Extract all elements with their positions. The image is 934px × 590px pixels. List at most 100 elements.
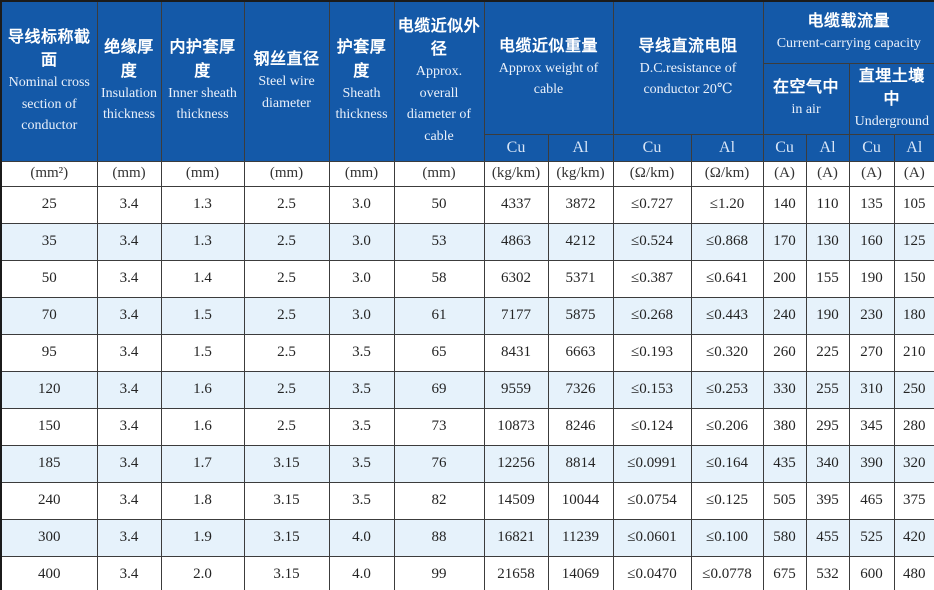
table-row: 25 3.4 1.3 2.5 3.0 50 4337 3872 ≤0.727 ≤1.20 140 11… [0, 185, 934, 224]
unit-cell: (Ω/km) [690, 160, 764, 187]
cell: ≤0.153 [612, 370, 692, 409]
cell: 5875 [547, 296, 614, 335]
cell: 330 [762, 370, 807, 409]
cell: 1.6 [160, 370, 245, 409]
cell: 2.5 [243, 222, 330, 261]
cell: 480 [893, 555, 934, 590]
cell: ≤0.320 [690, 333, 764, 372]
unit-cell: (Ω/km) [612, 160, 692, 187]
subgroup-header-in-air: 在空气中 in air [762, 62, 850, 135]
cell: 225 [805, 333, 850, 372]
cell: 3.4 [96, 259, 162, 298]
cell: 3.4 [96, 481, 162, 520]
cell: 76 [393, 444, 485, 483]
cell: 200 [762, 259, 807, 298]
cell: ≤0.206 [690, 407, 764, 446]
cell: 3.5 [328, 333, 395, 372]
subgroup-header-underground: 直埋土壤中 Underground [848, 62, 934, 135]
col-header-en-label: Steel wire diameter [258, 74, 315, 111]
cell: 6302 [483, 259, 549, 298]
cell: 532 [805, 555, 850, 590]
header-row-metals: Cu Al Cu Al Cu Al Cu Al [1, 133, 934, 162]
col-header-en-label: Approx. overall diameter of cable [406, 64, 472, 145]
cell: 120 [0, 370, 98, 409]
cell: 320 [893, 444, 934, 483]
cell: 2.5 [243, 333, 330, 372]
cell: 3.4 [96, 407, 162, 446]
cell: 73 [393, 407, 485, 446]
cell: 5371 [547, 259, 614, 298]
cell: 295 [805, 407, 850, 446]
table-header: 导线标称截面 Nominal cross section of conducto… [0, 0, 934, 187]
cell: ≤0.100 [690, 518, 764, 557]
cell: 12256 [483, 444, 549, 483]
cell: 240 [762, 296, 807, 335]
cell: 105 [893, 185, 934, 224]
col-header-zh-label: 护套厚度 [336, 39, 387, 80]
cell: 7177 [483, 296, 549, 335]
cell: ≤0.124 [612, 407, 692, 446]
cell: 345 [848, 407, 895, 446]
cell: 65 [393, 333, 485, 372]
table-row: 240 3.4 1.8 3.15 3.5 82 14509 10044 ≤0.0754 ≤0.12… [0, 481, 934, 520]
group-header-en-label: Approx weight of cable [498, 60, 599, 98]
cell: 310 [848, 370, 895, 409]
cell: 1.9 [160, 518, 245, 557]
cell: 88 [393, 518, 485, 557]
cell: 16821 [483, 518, 549, 557]
col-header-overall-diameter: 电缆近似外径 Approx. overall diameter of cable [393, 0, 485, 162]
cell: ≤0.641 [690, 259, 764, 298]
units-row: (mm²) (mm) (mm) (mm) (mm) (mm) (kg/km) (kg/km)(… [0, 160, 934, 187]
subgroup-header-en-label: in air [791, 102, 821, 118]
cell: 70 [0, 296, 98, 335]
metal-column-header: Al [805, 133, 850, 162]
subgroup-header-en-label: Underground [854, 113, 929, 129]
cell: ≤0.0470 [612, 555, 692, 590]
cell: 110 [805, 185, 850, 224]
cell: 3.4 [96, 370, 162, 409]
cell: 2.5 [243, 259, 330, 298]
cell: 465 [848, 481, 895, 520]
cell: 240 [0, 481, 98, 520]
cell: 255 [805, 370, 850, 409]
cell: 3.5 [328, 444, 395, 483]
cell: 69 [393, 370, 485, 409]
cell: 125 [893, 222, 934, 261]
group-header-zh-label: 电缆近似重量 [499, 37, 599, 55]
cell: 1.4 [160, 259, 245, 298]
cell: ≤0.868 [690, 222, 764, 261]
cell: 53 [393, 222, 485, 261]
cell: 6663 [547, 333, 614, 372]
cell: 3.4 [96, 555, 162, 590]
unit-cell: (A) [805, 160, 850, 187]
cell: 82 [393, 481, 485, 520]
table-row: 50 3.4 1.4 2.5 3.0 58 6302 5371 ≤0.387 ≤0.641 200 1… [0, 259, 934, 298]
cell: ≤0.253 [690, 370, 764, 409]
cell: 3.5 [328, 407, 395, 446]
table-row: 400 3.4 2.0 3.15 4.0 99 21658 14069 ≤0.0470 ≤0.07… [0, 555, 934, 590]
cell: 61 [393, 296, 485, 335]
cell: 11239 [547, 518, 614, 557]
cell: 3.15 [243, 555, 330, 590]
cell: 300 [0, 518, 98, 557]
cell: ≤0.193 [612, 333, 692, 372]
unit-cell: (mm) [96, 160, 162, 187]
header-row-subgroups: 在空气中 in air 直埋土壤中 Underground [1, 62, 934, 135]
cell: 3.0 [328, 259, 395, 298]
cell: 3.15 [243, 518, 330, 557]
cell: 8814 [547, 444, 614, 483]
cell: 8431 [483, 333, 549, 372]
col-header-zh-label: 钢丝直径 [253, 51, 320, 68]
cell: 455 [805, 518, 850, 557]
cell: ≤0.0754 [612, 481, 692, 520]
metal-column-header: Cu [848, 133, 895, 162]
cell: 160 [848, 222, 895, 261]
cell: 3872 [547, 185, 614, 224]
cell: 35 [0, 222, 98, 261]
group-header-en-label: D.C.resistance of conductor 20℃ [639, 60, 737, 98]
cell: 140 [762, 185, 807, 224]
cell: ≤0.164 [690, 444, 764, 483]
cell: 505 [762, 481, 807, 520]
unit-cell: (mm²) [0, 160, 98, 187]
